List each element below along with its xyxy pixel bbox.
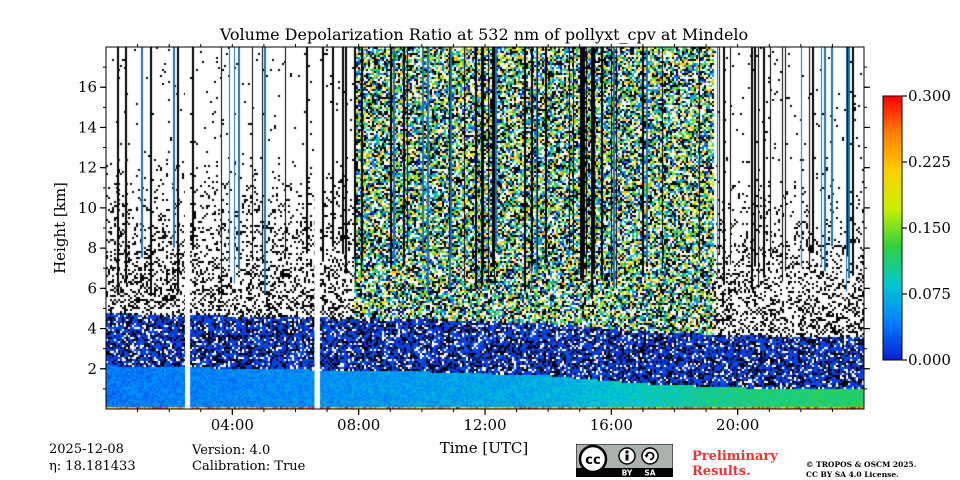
no-data-gap [314, 47, 319, 409]
badge-sa-text: SA [644, 469, 655, 478]
x-tick-label: 12:00 [463, 416, 506, 434]
measurement-info: 2025-12-08 η: 18.181433 [49, 441, 136, 475]
y-tick-label: 2 [87, 360, 97, 378]
x-tick-label: 16:00 [590, 416, 633, 434]
colorbar: 0.000 0.075 0.150 0.225 0.300 [882, 87, 951, 369]
x-tick-label: 08:00 [337, 416, 380, 434]
cc-by-sa-license-badge: cc BY SA [576, 444, 673, 477]
cc-icon [578, 444, 608, 474]
y-tick-label: 12 [78, 159, 97, 177]
preliminary-notice: Preliminary Results. [692, 449, 778, 479]
colorbar-tick-label: 0.000 [908, 351, 951, 369]
processing-info: Version: 4.0 Calibration: True [192, 443, 305, 475]
chart-title: Volume Depolarization Ratio at 532 nm of… [219, 25, 749, 44]
preliminary-line-2: Results. [692, 464, 751, 479]
y-tick-label: 4 [87, 320, 97, 338]
y-tick-label: 8 [87, 239, 97, 257]
copyright-line-2: CC BY SA 4.0 License. [806, 470, 899, 479]
no-data-gap [184, 47, 190, 409]
version-label: Version: 4.0 [192, 443, 271, 458]
share-alike-icon [641, 447, 659, 465]
calibration-label: Calibration: True [192, 459, 306, 474]
badge-by-text: BY [622, 469, 633, 478]
y-tick-label: 16 [78, 78, 97, 96]
heatmap-plot-area [106, 47, 864, 409]
y-tick-label: 6 [87, 279, 97, 297]
colorbar-tick-label: 0.225 [908, 153, 951, 171]
cc-icon-text: cc [585, 453, 600, 468]
colorbar-tick-label: 0.300 [908, 87, 951, 105]
colorbar-scale [882, 95, 903, 361]
colorbar-tick-label: 0.150 [908, 219, 951, 237]
heatmap-raster [106, 47, 864, 409]
copyright-notice: © TROPOS & OSCM 2025. CC BY SA 4.0 Licen… [806, 460, 916, 480]
y-tick-label: 14 [78, 118, 97, 136]
x-tick-label: 20:00 [716, 416, 759, 434]
measurement-date: 2025-12-08 [49, 442, 124, 457]
copyright-line-1: © TROPOS & OSCM 2025. [806, 460, 917, 469]
plot-frame [105, 46, 865, 410]
eta-value: η: 18.181433 [49, 459, 136, 474]
colorbar-tick-label: 0.075 [908, 285, 951, 303]
y-axis-label: Height [km] [51, 182, 69, 274]
x-axis-label: Time [UTC] [440, 439, 529, 457]
y-tick-label: 10 [78, 199, 97, 217]
x-tick-label: 04:00 [211, 416, 254, 434]
x-axis: 04:00 08:00 12:00 16:00 20:00 [137, 44, 833, 434]
preliminary-line-1: Preliminary [692, 449, 778, 464]
y-axis: 2 4 6 8 10 12 14 16 [78, 66, 870, 390]
